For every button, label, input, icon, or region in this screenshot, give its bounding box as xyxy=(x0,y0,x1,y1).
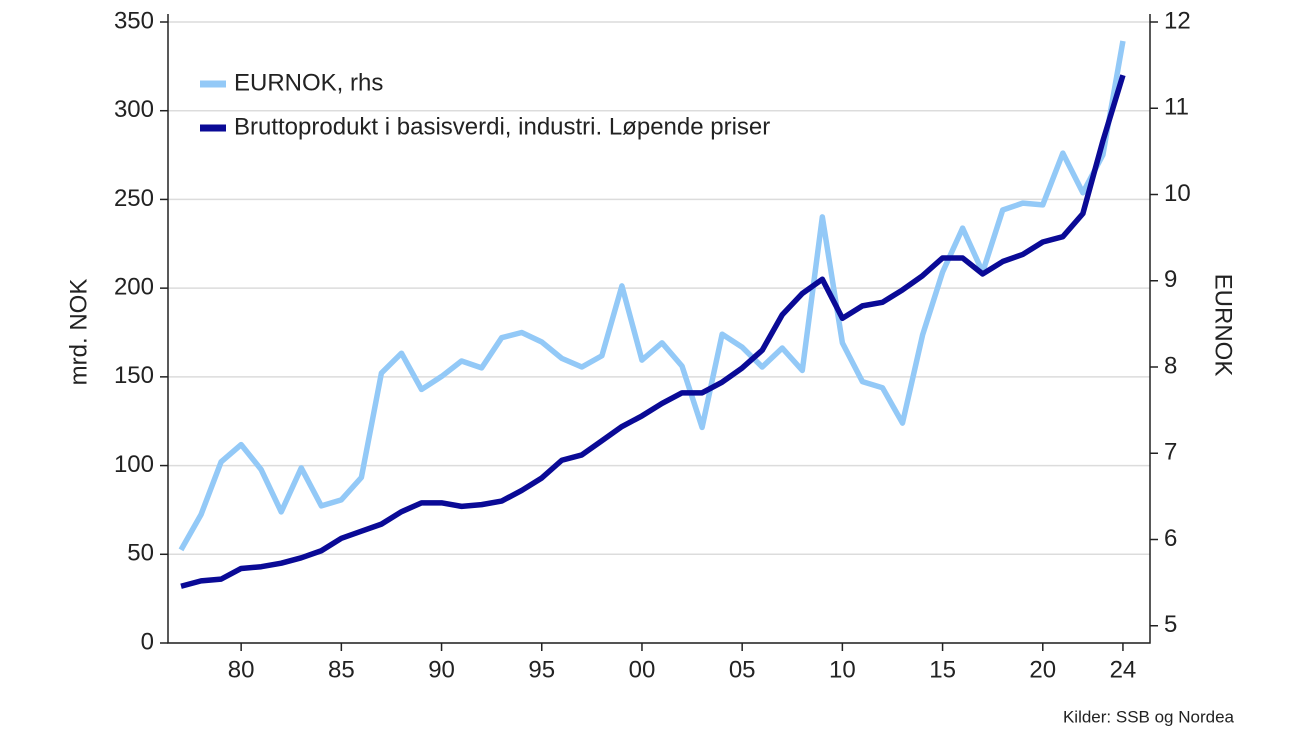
y2-tick-label: 9 xyxy=(1164,266,1177,293)
x-tick-label: 90 xyxy=(428,656,455,683)
y2-tick-label: 10 xyxy=(1164,180,1191,207)
y-tick-label: 200 xyxy=(114,273,154,300)
x-tick-label: 80 xyxy=(228,656,255,683)
source: Kilder: SSB og Nordea xyxy=(1063,707,1235,726)
y-tick-label: 0 xyxy=(141,628,154,655)
y-tick-label: 250 xyxy=(114,185,154,212)
y2-tick-label: 5 xyxy=(1164,611,1177,638)
y2-axis-title: EURNOK xyxy=(1210,274,1237,377)
legend-label: Bruttoprodukt i basisverdi, industri. Lø… xyxy=(234,113,770,140)
y2-tick-label: 6 xyxy=(1164,525,1177,552)
y-tick-label: 300 xyxy=(114,96,154,123)
y-tick-label: 50 xyxy=(127,540,154,567)
x-tick-label: 10 xyxy=(829,656,856,683)
legend-label: EURNOK, rhs xyxy=(234,69,383,96)
x-tick-label: 20 xyxy=(1029,656,1056,683)
x-tick-label: 15 xyxy=(929,656,956,683)
y2-tick-label: 7 xyxy=(1164,439,1177,466)
x-tick-label: 05 xyxy=(729,656,756,683)
y2-tick-label: 11 xyxy=(1164,94,1189,121)
series-line xyxy=(178,40,1126,552)
y-tick-label: 100 xyxy=(114,451,154,478)
x-tick-label: 85 xyxy=(328,656,355,683)
series-line xyxy=(180,74,1126,589)
y-tick-label: 150 xyxy=(114,362,154,389)
y2-tick-label: 8 xyxy=(1164,352,1177,379)
y-axis-title: mrd. NOK xyxy=(65,279,92,386)
x-tick-label: 24 xyxy=(1110,656,1137,683)
y2-tick-label: 12 xyxy=(1164,7,1191,34)
axis-frame xyxy=(167,14,1151,644)
x-tick-label: 00 xyxy=(629,656,656,683)
x-tick-label: 95 xyxy=(528,656,555,683)
y-tick-label: 350 xyxy=(114,7,154,34)
